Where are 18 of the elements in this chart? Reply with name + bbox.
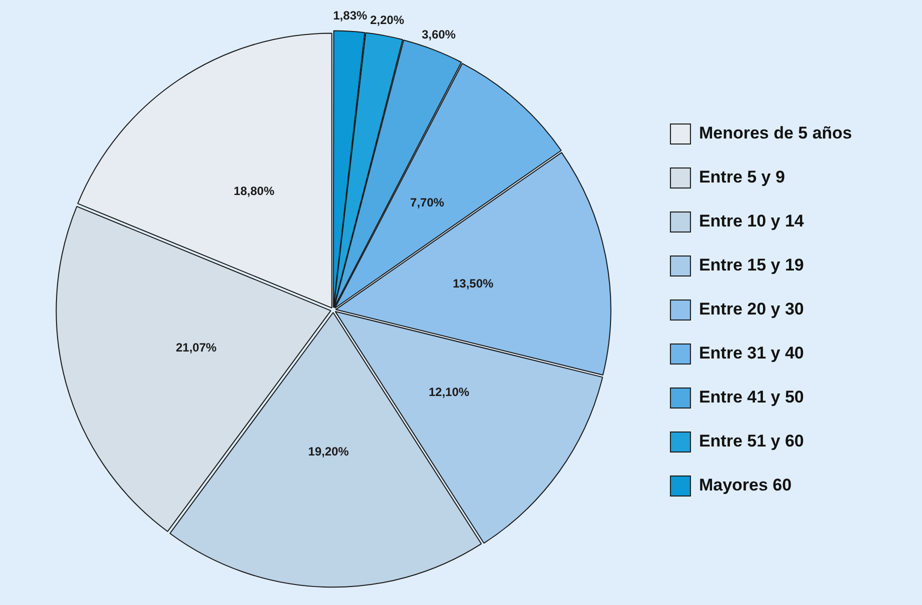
legend-label: Entre 10 y 14	[698, 212, 804, 231]
legend-label: Entre 31 y 40	[698, 344, 804, 363]
legend-label: Entre 5 y 9	[698, 168, 785, 187]
data-label: 21,07%	[176, 340, 217, 355]
legend-label: Entre 20 y 30	[698, 300, 804, 319]
data-label: 13,50%	[452, 276, 494, 290]
legend-label: Mayores 60	[698, 476, 792, 495]
data-label: 2,20%	[370, 12, 404, 27]
data-label: 19,20%	[308, 444, 350, 458]
data-label: 3,60%	[422, 27, 456, 42]
data-label: 1,83%	[333, 8, 368, 22]
legend-label: Entre 15 y 19	[698, 256, 804, 275]
data-label: 7,70%	[410, 195, 444, 210]
legend-label: Entre 51 y 60	[698, 432, 804, 451]
legend-label: Entre 41 y 50	[698, 388, 804, 407]
data-label: 18,80%	[234, 184, 275, 198]
data-label: 12,10%	[428, 385, 470, 400]
legend-label: Menores de 5 años	[698, 124, 852, 143]
